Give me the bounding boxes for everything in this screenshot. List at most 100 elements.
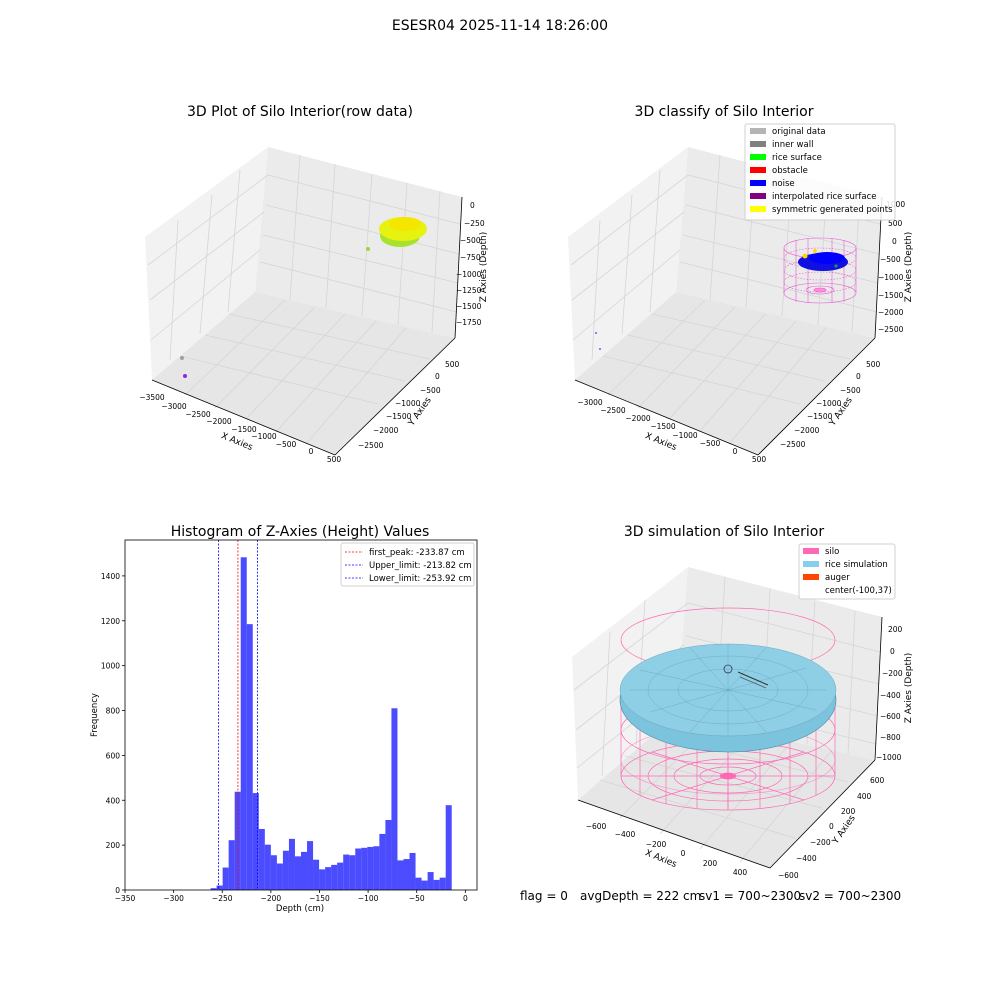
- hist-bar: [445, 805, 452, 890]
- hist-legend: first_peak: -233.87 cm Upper_limit: -213…: [340, 542, 475, 587]
- panel4-xtick: −400: [615, 830, 636, 839]
- panel4-ytick: 600: [870, 776, 885, 785]
- sv1-text: sv1 = 700~2300: [699, 889, 801, 903]
- panel4-x-ticks: −600 −400 −200 0 200 400: [586, 822, 748, 877]
- hist-bar: [301, 851, 308, 890]
- panel4-x-axis: [577, 799, 771, 869]
- panel4-title: 3D simulation of Silo Interior: [624, 524, 825, 540]
- panel-raw-data: 3D Plot of Silo Interior(row data) −3500…: [139, 104, 489, 464]
- panel4-y-ticks: 600 400 200 0 −200 −400 −600: [778, 776, 885, 880]
- hist-plot-area: −350 −300 −250 −200 −150 −100 −50 0 0 200 400 600 80…: [101, 539, 478, 903]
- hist-ytick-label: 1200: [101, 617, 120, 626]
- panel2-xtick: 500: [752, 455, 767, 464]
- panel4-ztick: −200: [882, 669, 903, 678]
- hist-title: Histogram of Z-Axies (Height) Values: [171, 524, 430, 540]
- panel-classify: 3D classify of Silo Interior: [568, 104, 914, 464]
- sv2-text: sv2 = 700~2300: [799, 889, 901, 903]
- panel2-left-pane: [568, 147, 688, 380]
- hist-xtick-label: −100: [358, 894, 379, 903]
- hist-bar: [325, 867, 332, 890]
- hist-ytick-label: 1400: [101, 572, 120, 581]
- legend-label-rice-simulation: rice simulation: [825, 560, 888, 570]
- panel4-auger: [737, 671, 769, 686]
- hist-ylabel: Frequency: [90, 693, 100, 737]
- panel1-ytick: −2500: [358, 441, 384, 450]
- panel1-zlabel: Z Axies (Depth): [479, 232, 489, 303]
- panel-histogram: Histogram of Z-Axies (Height) Values −35…: [90, 524, 478, 914]
- panel4-ylabel: Y Axies: [830, 813, 858, 846]
- legend-swatch-obstacle: [750, 167, 766, 173]
- panel2-noise-point: [599, 348, 601, 350]
- panel1-x-axis: [151, 379, 336, 456]
- hist-legend-frame: [340, 542, 475, 587]
- legend-label-noise: noise: [772, 179, 795, 189]
- panel2-title: 3D classify of Silo Interior: [635, 104, 814, 120]
- panel4-xtick: 200: [703, 859, 718, 868]
- panel2-ztick: −2000: [878, 308, 904, 317]
- hist-bar: [331, 864, 338, 890]
- panel4-ytick: 0: [829, 822, 834, 831]
- panel1-gridlines: [147, 154, 461, 445]
- hist-legend-label-lower: Lower_limit: -253.92 cm: [369, 574, 471, 584]
- hist-bar: [433, 879, 440, 890]
- figure-title: ESESR04 2025-11-14 18:26:00: [391, 18, 609, 34]
- panel1-y-ticks: 500 0 −500 −1000 −1500 −2000 −2500: [358, 360, 460, 450]
- legend-swatch-rice-surface: [750, 154, 766, 160]
- panel4-xtick: 400: [733, 868, 748, 877]
- legend-label-inner-wall: inner wall: [772, 140, 813, 150]
- hist-bar: [355, 848, 362, 890]
- panel2-ztick: −2500: [878, 325, 904, 334]
- legend-label-obstacle: obstacle: [772, 166, 808, 176]
- panel1-ytick: −2000: [373, 426, 399, 435]
- panel4-ytick: 200: [841, 807, 856, 816]
- panel2-x-ticks: −3000 −2500 −2000 −1500 −1000 −500 0 500: [577, 398, 766, 464]
- panel4-xlabel: X Axies: [643, 848, 678, 870]
- panel1-xtick: −1500: [231, 425, 257, 434]
- panel1-stray-point: [366, 247, 370, 251]
- hist-bar: [252, 793, 259, 890]
- flag-text: flag = 0: [520, 889, 568, 903]
- panel4-ztick: −800: [880, 733, 901, 742]
- panel4-ztick: 200: [888, 625, 903, 634]
- hist-bar: [294, 856, 301, 890]
- panel2-xtick: −1000: [672, 431, 698, 440]
- legend-label-rice-surface: rice surface: [772, 153, 822, 163]
- legend-swatch-original-data: [750, 128, 766, 134]
- panel4-z-axis: [874, 616, 883, 761]
- panel4-legend: silo rice simulation auger center(-100,3…: [798, 543, 896, 600]
- panel4-ytick: −200: [810, 838, 831, 847]
- panel1-ztick: −1750: [456, 318, 482, 327]
- panel2-y-axis: [757, 337, 876, 456]
- legend-swatch-symmetric: [750, 206, 766, 212]
- panel2-ytick: −500: [840, 386, 861, 395]
- hist-bar: [403, 859, 410, 890]
- hist-bar: [288, 838, 295, 890]
- hist-bar: [385, 820, 392, 890]
- panel2-floor-pane: [575, 292, 875, 455]
- panel2-ztick: −1000: [878, 273, 904, 282]
- panel1-title: 3D Plot of Silo Interior(row data): [187, 104, 413, 120]
- panel2-ytick: −1500: [807, 412, 833, 421]
- panel4-rice-mesh: [630, 644, 826, 736]
- panel1-ztick: 0: [470, 201, 475, 210]
- panel4-xtick: −600: [586, 822, 607, 831]
- panel1-ytick: −500: [420, 386, 441, 395]
- panel1-floor-pane: [152, 292, 455, 455]
- hist-ytick-label: 400: [106, 796, 121, 805]
- panel1-rice-cluster-highlight: [389, 217, 421, 231]
- panel4-ztick: −600: [880, 712, 901, 721]
- panel2-noise-point: [595, 332, 597, 334]
- panel4-y-axis: [769, 759, 876, 869]
- panel2-ytick: −1000: [816, 399, 842, 408]
- panel1-xtick: −2000: [206, 417, 232, 426]
- hist-bar: [313, 859, 320, 890]
- panel4-xtick: 0: [681, 849, 686, 858]
- panel2-yellow-point: [802, 253, 808, 259]
- hist-xtick-label: −350: [115, 894, 136, 903]
- hist-bar: [282, 850, 289, 890]
- panel4-ytick: 400: [857, 792, 872, 801]
- panel2-y-ticks: 500 0 −500 −1000 −1500 −2000 −2500: [780, 360, 881, 449]
- panel2-ytick: −2500: [780, 440, 806, 449]
- panel2-ytick: 500: [866, 360, 881, 369]
